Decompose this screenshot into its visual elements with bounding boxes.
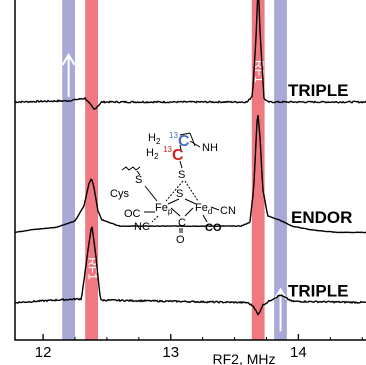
cn-label: CN xyxy=(220,205,236,217)
fe-distal-label: Fed xyxy=(195,202,212,216)
series-endor-1 xyxy=(14,114,366,234)
cofactor-structure-inset: H2 13 C NH H2 13 C S S S Cys Fep Fed C O… xyxy=(110,131,236,246)
cys-label: Cys xyxy=(110,188,129,200)
series-label-0: TRIPLE xyxy=(288,81,348,100)
cys-s-label: S xyxy=(135,174,142,186)
spectra xyxy=(14,0,366,316)
x-tick-label-1: 13 xyxy=(162,344,179,361)
nh-label: NH xyxy=(202,142,218,154)
band-1 xyxy=(85,0,98,340)
x-tick-label-0: 12 xyxy=(35,344,52,361)
x-tick-label-2: 14 xyxy=(290,344,307,361)
spectrum-labels: TRIPLE ENDOR TRIPLE xyxy=(288,81,352,301)
series-label-1: ENDOR xyxy=(291,208,352,227)
band-3 xyxy=(274,0,287,340)
bridging-s-mid: S xyxy=(176,188,183,200)
plot-frame xyxy=(14,0,366,341)
bridging-s-top: S xyxy=(178,169,185,181)
c13-top-atom: C xyxy=(178,133,190,150)
band-0 xyxy=(62,0,75,340)
series-label-2: TRIPLE xyxy=(288,282,348,301)
co-label: CO xyxy=(205,222,222,234)
c13-bottom-superscript: 13 xyxy=(163,145,172,154)
cys-squiggle xyxy=(121,166,141,171)
h2-label: H2 xyxy=(148,132,161,146)
x-axis-label: RF2, MHz xyxy=(213,351,276,365)
x-axis: 12 13 14 xyxy=(35,334,363,361)
up-arrow-icon xyxy=(61,52,76,97)
series-triple-0 xyxy=(14,0,366,111)
band-2 xyxy=(251,0,265,340)
bridging-c-label: C xyxy=(178,217,186,229)
h2-second-label: H2 xyxy=(146,147,159,161)
c13-bottom-atom: C xyxy=(172,147,184,164)
bridging-o-label: O xyxy=(176,234,185,246)
nc-label: NC xyxy=(134,221,150,233)
fe-proximal-label: Fep xyxy=(155,202,173,216)
series-triple-2 xyxy=(14,226,366,316)
c13-top-superscript: 13 xyxy=(169,131,178,140)
oc-label: OC xyxy=(124,208,141,220)
